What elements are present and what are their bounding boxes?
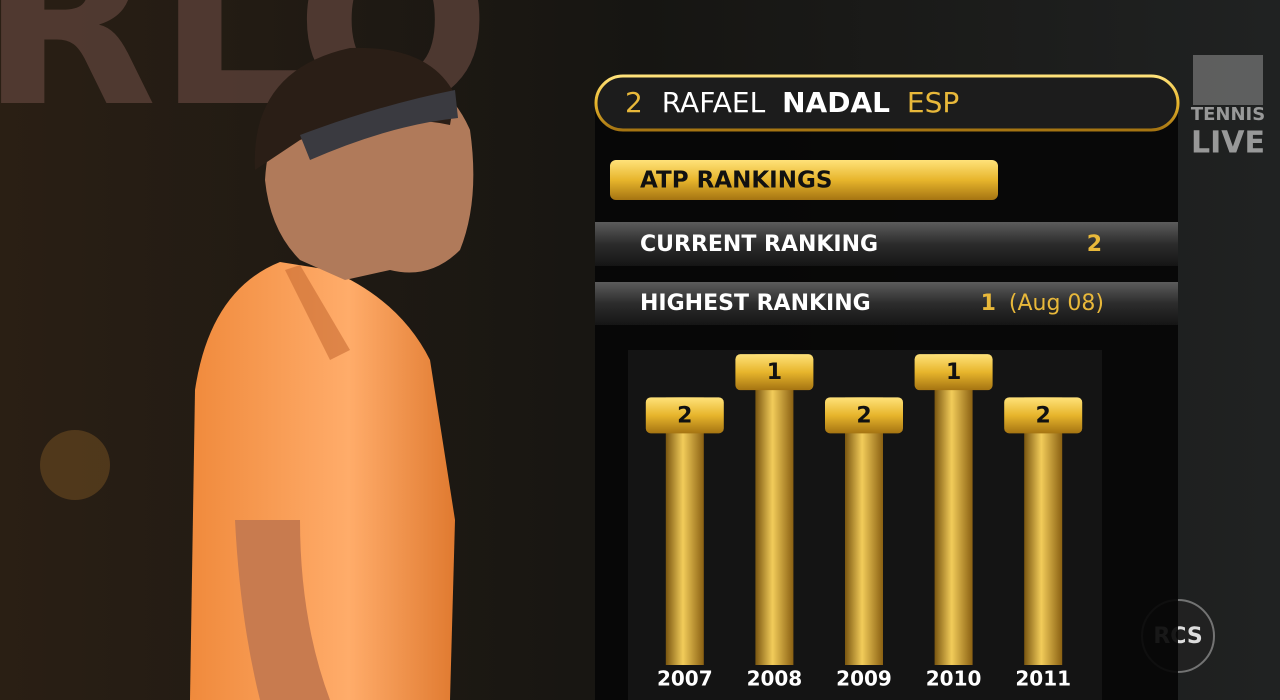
bar — [665, 397, 704, 665]
bar-cap — [735, 354, 814, 391]
section-title: ATP RANKINGS — [640, 168, 832, 194]
player-seed: 2 — [625, 86, 643, 119]
player-figure — [190, 47, 474, 700]
x-tick-label: 2008 — [747, 667, 803, 691]
bar — [1024, 397, 1063, 665]
bar-cap — [825, 397, 903, 434]
stat-row — [595, 222, 1178, 266]
bar-label: 2 — [1036, 403, 1051, 428]
channel-logo: TENNIS — [1191, 104, 1265, 125]
player-last-name: NADAL — [782, 86, 890, 119]
stat-value: 1 — [981, 291, 996, 316]
bar — [934, 354, 973, 665]
player-header-text: 2 RAFAEL NADAL ESP — [625, 86, 959, 119]
stat-value: 2 — [1087, 232, 1102, 257]
player-first-name: RAFAEL — [662, 86, 766, 119]
bar-label: 2 — [677, 403, 692, 428]
stat-row — [595, 282, 1178, 325]
player-country: ESP — [907, 86, 959, 119]
bar-cap — [645, 397, 724, 434]
bar — [755, 354, 794, 665]
chart: 2007 2 2008 1 2009 2 2010 1 2011 2 — [645, 354, 1083, 691]
stat-label: CURRENT RANKING — [640, 232, 878, 257]
section-bar — [610, 160, 998, 200]
channel-logo-mark — [1193, 55, 1263, 105]
bar-cap — [1004, 397, 1083, 434]
x-tick-label: 2010 — [926, 667, 982, 691]
stat-value-group: 1 (Aug 08) — [981, 291, 1104, 316]
x-tick-label: 2007 — [657, 667, 713, 691]
bar-cap — [914, 354, 993, 391]
stat-date: (Aug 08) — [1009, 291, 1104, 316]
stat-label: HIGHEST RANKING — [640, 291, 871, 316]
bar-label: 2 — [856, 403, 871, 428]
x-tick-label: 2009 — [836, 667, 892, 691]
x-tick-label: 2011 — [1015, 667, 1071, 691]
player-header — [594, 74, 1180, 132]
bar — [845, 397, 883, 665]
background-decor — [40, 430, 110, 500]
bar-label: 1 — [946, 360, 961, 385]
bar-label: 1 — [767, 360, 782, 385]
channel-logo-sub: LIVE — [1191, 126, 1265, 161]
